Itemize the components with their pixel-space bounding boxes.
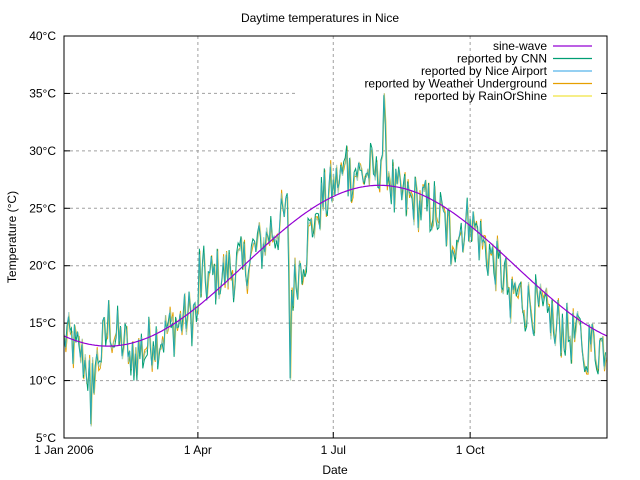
y-tick-label: 10°C (29, 374, 56, 388)
y-tick-label: 35°C (29, 86, 56, 100)
x-tick-label: 1 Jul (321, 443, 346, 457)
legend-label: reported by Weather Underground (364, 77, 547, 91)
legend-label: sine-wave (493, 39, 547, 53)
series-sine-wave (63, 184, 608, 347)
legend-label: reported by RainOrShine (414, 89, 547, 103)
chart-title: Daytime temperatures in Nice (241, 11, 399, 25)
x-tick-label: 1 Apr (184, 443, 212, 457)
y-tick-label: 5°C (36, 431, 56, 445)
series-reported-by-weather-underground (63, 93, 607, 426)
y-axis-ticks: 5°C 10°C 15°C 20°C 25°C 30°C 35°C 40°C (29, 29, 607, 445)
x-tick-label: 1 Jan 2006 (34, 443, 94, 457)
x-axis-label: Date (322, 463, 348, 477)
series-reported-by-cnn (63, 95, 606, 425)
plot-frame (63, 35, 608, 439)
y-tick-label: 40°C (29, 29, 56, 43)
y-tick-label: 15°C (29, 316, 56, 330)
y-tick-label: 20°C (29, 259, 56, 273)
grid-lines (64, 36, 607, 438)
legend-label: reported by CNN (457, 52, 547, 66)
legend-label: reported by Nice Airport (421, 64, 548, 78)
y-tick-label: 30°C (29, 144, 56, 158)
x-axis-ticks: 1 Jan 2006 1 Apr 1 Jul 1 Oct (34, 432, 485, 457)
series-reported-by-nice-airport (63, 93, 607, 427)
y-tick-label: 25°C (29, 201, 56, 215)
y-axis-label: Temperature (°C) (5, 191, 19, 283)
data-series (63, 93, 608, 427)
x-tick-label: 1 Oct (456, 443, 485, 457)
series-reported-by-rainorshine (64, 93, 607, 427)
